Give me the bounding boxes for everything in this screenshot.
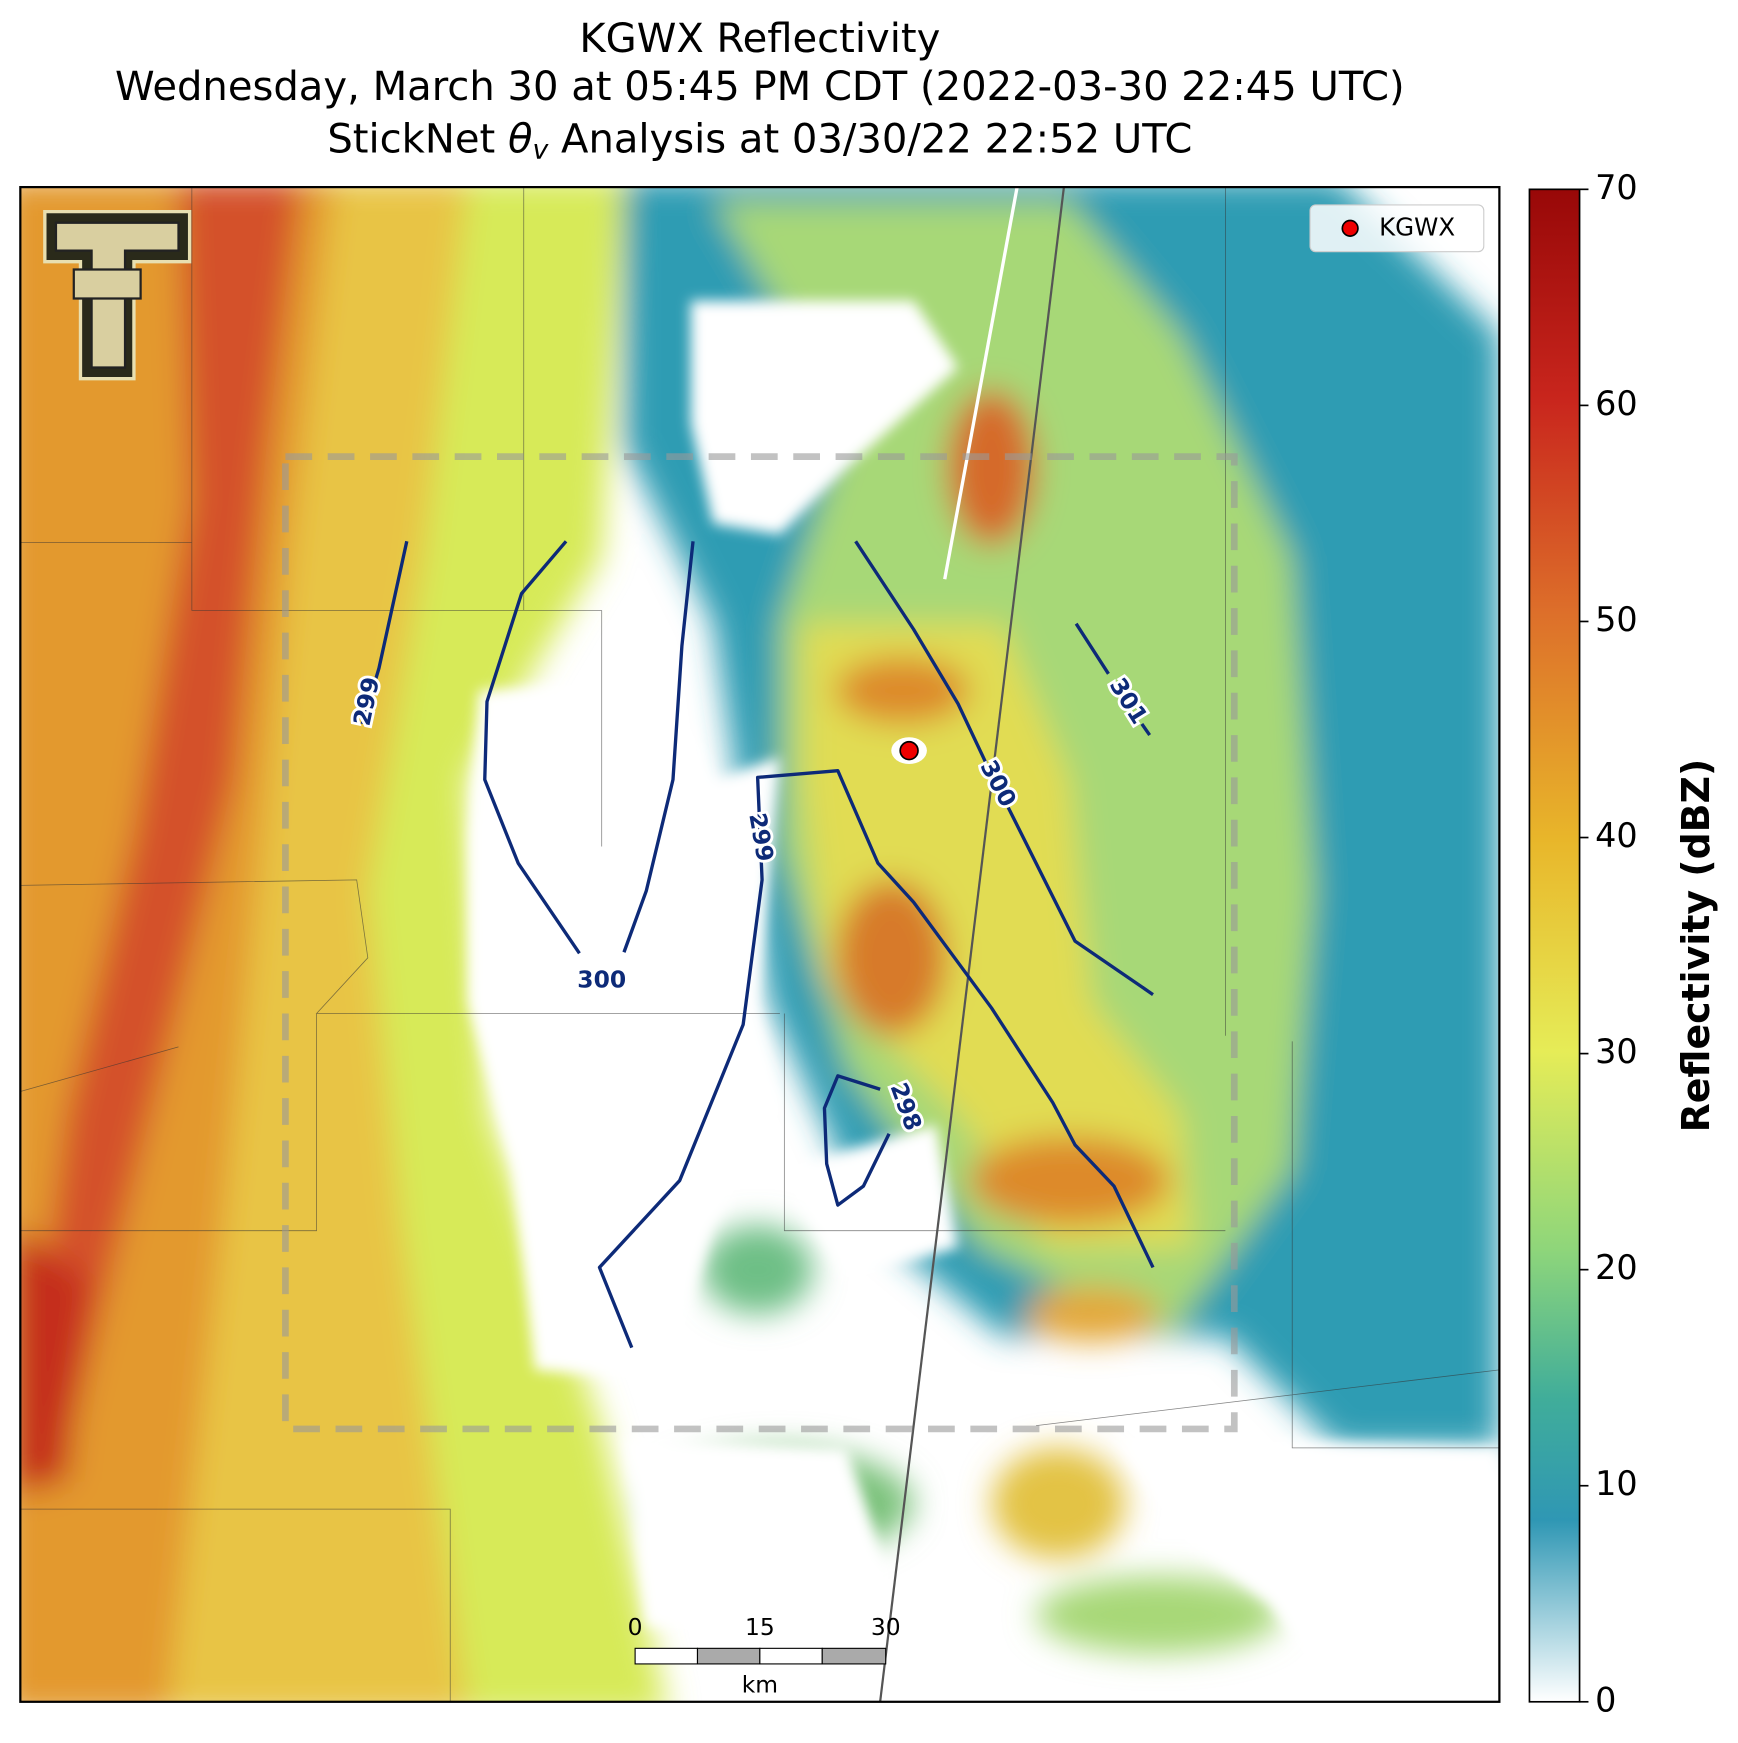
colorbar-tick-label: 0 bbox=[1595, 1680, 1616, 1719]
contour-line bbox=[483, 540, 695, 955]
theta-subscript: v bbox=[533, 134, 550, 165]
colorbar-tick-label: 50 bbox=[1595, 600, 1638, 639]
contour-line bbox=[360, 540, 409, 725]
plot-frame bbox=[19, 185, 1501, 1703]
colorbar-tick-label: 20 bbox=[1595, 1248, 1638, 1287]
title-text: StickNet bbox=[327, 116, 495, 162]
title-line: StickNet θv Analysis at 03/30/22 22:52 U… bbox=[327, 116, 1192, 171]
scale-unit: km bbox=[742, 1671, 778, 1699]
scale-label: 15 bbox=[745, 1613, 775, 1641]
colorbar: Reflectivity (dBZ) 0 10 20 30 40 50 60 70 bbox=[1528, 168, 1718, 1719]
title-line: Wednesday, March 30 at 05:45 PM CDT (202… bbox=[115, 64, 1405, 110]
site-marker bbox=[899, 740, 919, 761]
colorbar-scale bbox=[1528, 188, 1581, 1703]
colorbar-tick-label: 10 bbox=[1595, 1464, 1638, 1503]
colorbar-tick-label: 70 bbox=[1595, 168, 1638, 207]
title-text: Analysis at 03/30/22 22:52 UTC bbox=[561, 116, 1192, 162]
contour-line bbox=[854, 540, 1154, 996]
contour-line bbox=[822, 1074, 891, 1207]
colorbar-tick-label: 60 bbox=[1595, 384, 1638, 423]
legend-box bbox=[1309, 204, 1485, 253]
title-line: KGWX Reflectivity bbox=[579, 16, 940, 62]
scale-label: 0 bbox=[628, 1613, 643, 1641]
radar-field bbox=[20, 187, 1500, 1702]
legend-label: KGWX bbox=[1379, 212, 1455, 241]
scale-bar: 0 15 30 km bbox=[628, 1613, 901, 1699]
contour-line bbox=[1074, 622, 1152, 737]
logo bbox=[43, 209, 192, 381]
clear-air bbox=[468, 300, 1500, 1702]
colorbar-label: Reflectivity (dBZ) bbox=[1674, 759, 1718, 1133]
county-lines bbox=[20, 187, 1500, 1702]
scale-label: 30 bbox=[871, 1613, 901, 1641]
analysis-domain bbox=[282, 453, 1238, 1433]
theta-symbol: θ bbox=[508, 116, 533, 162]
reflectivity bbox=[20, 187, 1500, 1702]
radar-site bbox=[891, 737, 927, 765]
colorbar-tick-label: 30 bbox=[1595, 1032, 1638, 1071]
state-line bbox=[879, 187, 1066, 1702]
colorbar-tick-label: 40 bbox=[1595, 816, 1638, 855]
radar-artifact bbox=[943, 187, 1019, 580]
legend-marker bbox=[1341, 219, 1359, 237]
legend: KGWX bbox=[1309, 204, 1485, 253]
contour-label: 300 bbox=[577, 966, 626, 994]
contour-line bbox=[597, 769, 1155, 1349]
